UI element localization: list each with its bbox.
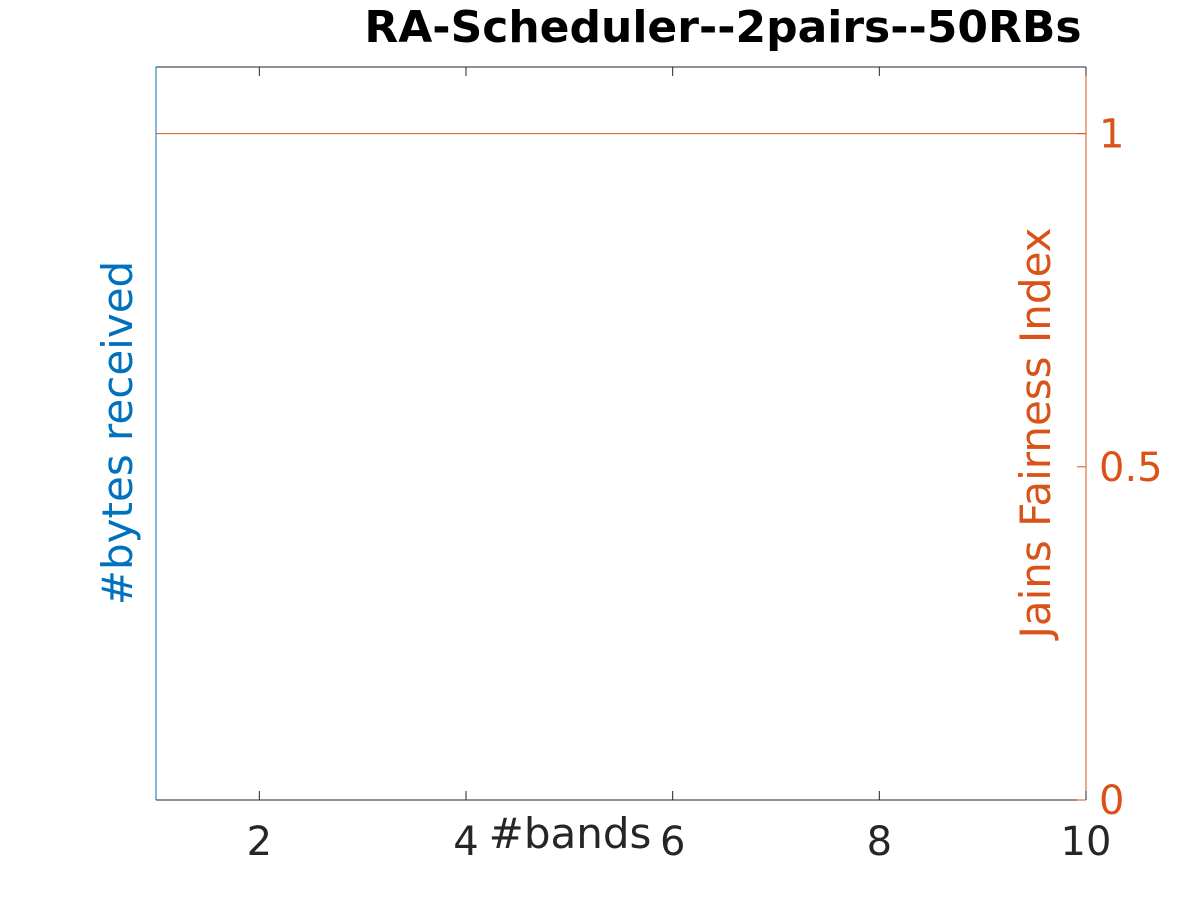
plot-frame (156, 67, 1086, 800)
right-y-tick-label-2: 1 (1099, 112, 1124, 158)
left-y-axis-label: #bytes received (93, 261, 142, 605)
x-tick-label-2: 6 (660, 819, 685, 865)
right-y-ticks: 00.51 (1077, 112, 1163, 824)
right-y-tick-label-0: 0 (1099, 778, 1124, 824)
x-tick-label-1: 4 (453, 819, 478, 865)
x-tick-label-0: 2 (247, 819, 272, 865)
x-axis-label: #bands (489, 809, 652, 858)
right-y-axis-label: Jains Fairness Index (1011, 227, 1060, 641)
x-tick-label-4: 10 (1061, 819, 1112, 865)
chart-title: RA-Scheduler--2pairs--50RBs (364, 2, 1081, 53)
right-y-tick-label-1: 0.5 (1099, 445, 1163, 491)
x-ticks: 2 4 6 8 10 (247, 67, 1112, 865)
x-tick-label-3: 8 (867, 819, 892, 865)
